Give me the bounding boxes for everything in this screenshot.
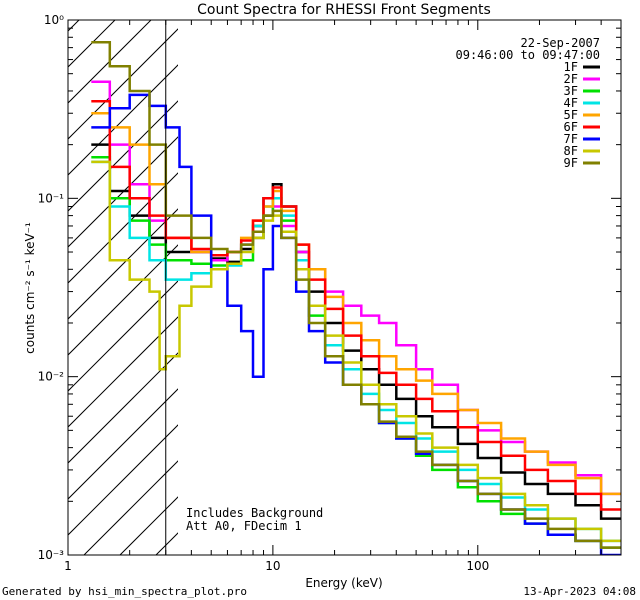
y-tick-label: 10⁻² xyxy=(38,370,65,384)
annotation-background: Includes Background xyxy=(186,506,323,520)
annotation-attenuator: Att A0, FDecim 1 xyxy=(186,519,302,533)
x-tick-label: 100 xyxy=(466,559,489,573)
hatch-line xyxy=(68,208,178,320)
footer-timestamp: 13-Apr-2023 04:08 xyxy=(523,585,636,598)
hatch-line xyxy=(68,280,178,392)
x-tick-label: 1 xyxy=(64,559,72,573)
y-axis-label: counts cm⁻² s⁻¹ keV⁻¹ xyxy=(23,222,37,354)
series-line-8f xyxy=(91,160,621,543)
y-tick-label: 10⁰ xyxy=(44,13,64,27)
series-line-6f xyxy=(91,100,621,511)
x-axis-label: Energy (keV) xyxy=(305,576,382,590)
legend-label-8f: 8F xyxy=(564,144,578,158)
hatch-line xyxy=(83,460,178,555)
legend-label-4f: 4F xyxy=(564,96,578,110)
legend-label-2f: 2F xyxy=(564,72,578,86)
hatch-line xyxy=(68,64,178,176)
hatch-line xyxy=(68,388,178,500)
chart-title: Count Spectra for RHESSI Front Segments xyxy=(197,2,491,18)
hatch-line xyxy=(68,28,178,140)
legend-label-1f: 1F xyxy=(564,60,578,74)
series-layer xyxy=(91,41,621,555)
legend-label-7f: 7F xyxy=(564,132,578,146)
y-tick-label: 10⁻¹ xyxy=(38,191,65,205)
plot-frame xyxy=(67,19,622,556)
hatch-line xyxy=(68,100,178,212)
legend-label-5f: 5F xyxy=(564,108,578,122)
series-line-9f xyxy=(91,41,621,549)
axes-layer: 1 10 100 10⁻³ 10⁻² 10⁻¹ 10⁰ xyxy=(38,13,622,573)
legend-label-9f: 9F xyxy=(564,156,578,170)
hatch-line xyxy=(68,244,178,356)
hatched-region xyxy=(68,20,178,555)
x-tick-label: 10 xyxy=(265,559,280,573)
footer-generated-by: Generated by hsi_min_spectra_plot.pro xyxy=(2,585,247,598)
hatch-line xyxy=(68,424,178,536)
y-tick-label: 10⁻³ xyxy=(38,548,65,562)
legend-label-6f: 6F xyxy=(564,120,578,134)
date-label: 22-Sep-2007 xyxy=(521,36,600,50)
legend-label-3f: 3F xyxy=(564,84,578,98)
time-range-label: 09:46:00 to 09:47:00 xyxy=(456,48,601,62)
